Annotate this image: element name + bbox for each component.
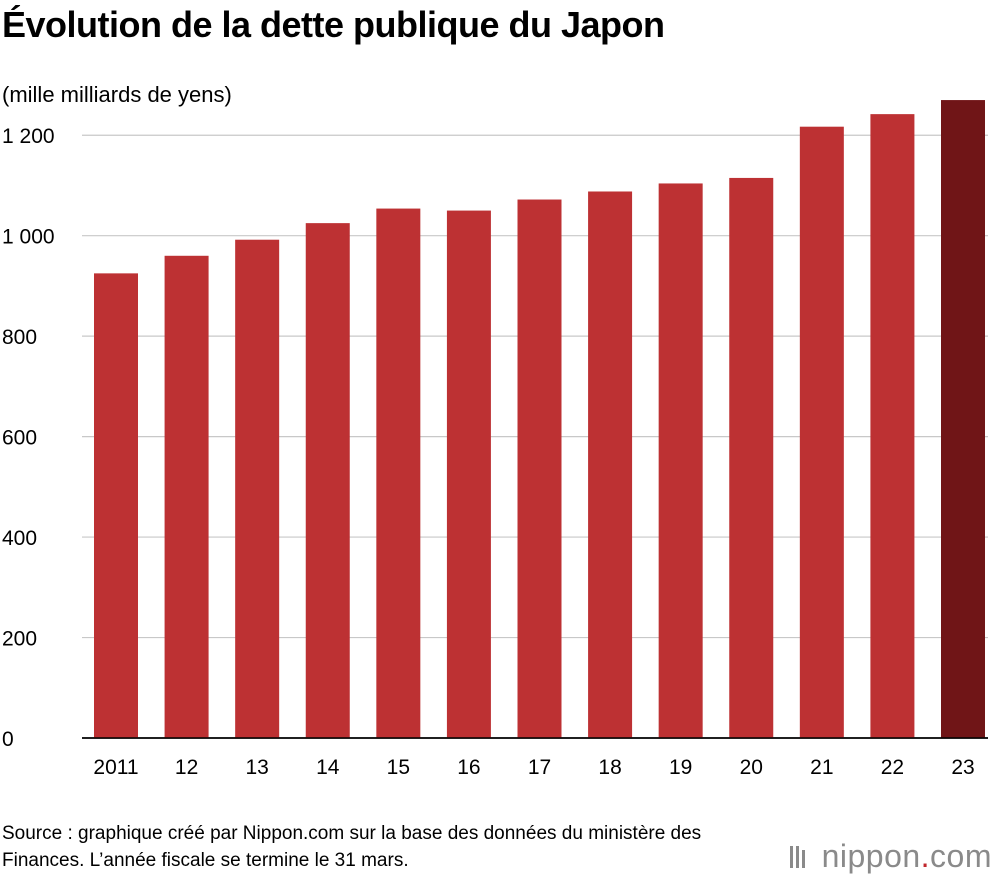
bar-12 <box>164 255 209 739</box>
nippon-logo: nippon. com <box>789 838 992 875</box>
bar-16 <box>446 210 491 739</box>
bar-2011 <box>94 273 138 738</box>
x-tick-label: 18 <box>598 756 621 779</box>
brand-tld: com <box>930 838 992 874</box>
bar-17 <box>517 199 562 739</box>
x-tick-label: 21 <box>810 756 833 779</box>
y-tick-label: 200 <box>2 628 37 651</box>
bar-23 <box>941 100 985 739</box>
y-tick-label: 600 <box>2 427 37 450</box>
nippon-logo-icon <box>789 844 812 870</box>
brand-name: nippon <box>821 838 921 874</box>
x-tick-label: 13 <box>245 756 268 779</box>
y-tick-label: 1 200 <box>2 125 55 148</box>
y-tick-label: 1 000 <box>2 226 55 249</box>
x-tick-label: 12 <box>175 756 198 779</box>
bar-18 <box>588 191 633 738</box>
bar-22 <box>870 114 915 738</box>
x-tick-label: 22 <box>881 756 904 779</box>
bar-21 <box>799 126 844 739</box>
y-tick-label: 800 <box>2 326 37 349</box>
x-tick-label: 2011 <box>93 756 138 779</box>
bar-chart: 0 200 400 600 800 1 000 1 200 2011 12 13 14 15 16 17… <box>2 100 988 779</box>
x-tick-label: 14 <box>316 756 340 779</box>
y-axis-unit-label: (mille milliards de yens) <box>2 82 232 107</box>
y-tick-label: 0 <box>2 728 14 751</box>
y-tick-label: 400 <box>2 527 37 550</box>
x-tick-label: 16 <box>457 756 480 779</box>
bar-19 <box>658 183 703 739</box>
x-tick-label: 23 <box>951 756 974 779</box>
chart-title: Évolution de la dette publique du Japon <box>2 4 665 45</box>
x-axis-ticks: 2011 12 13 14 15 16 17 18 19 20 21 22 23 <box>93 756 974 779</box>
source-note: Source : graphique créé par Nippon.com s… <box>2 823 702 871</box>
bar-20 <box>729 177 774 738</box>
x-tick-label: 20 <box>740 756 763 779</box>
bar-14 <box>305 223 350 738</box>
y-axis-ticks: 0 200 400 600 800 1 000 1 200 <box>2 125 55 751</box>
bar-15 <box>376 208 421 738</box>
bars <box>82 100 988 739</box>
x-tick-label: 15 <box>387 756 410 779</box>
bar-13 <box>235 239 280 739</box>
x-tick-label: 19 <box>669 756 692 779</box>
brand-dot: . <box>920 838 931 874</box>
x-tick-label: 17 <box>528 756 551 779</box>
